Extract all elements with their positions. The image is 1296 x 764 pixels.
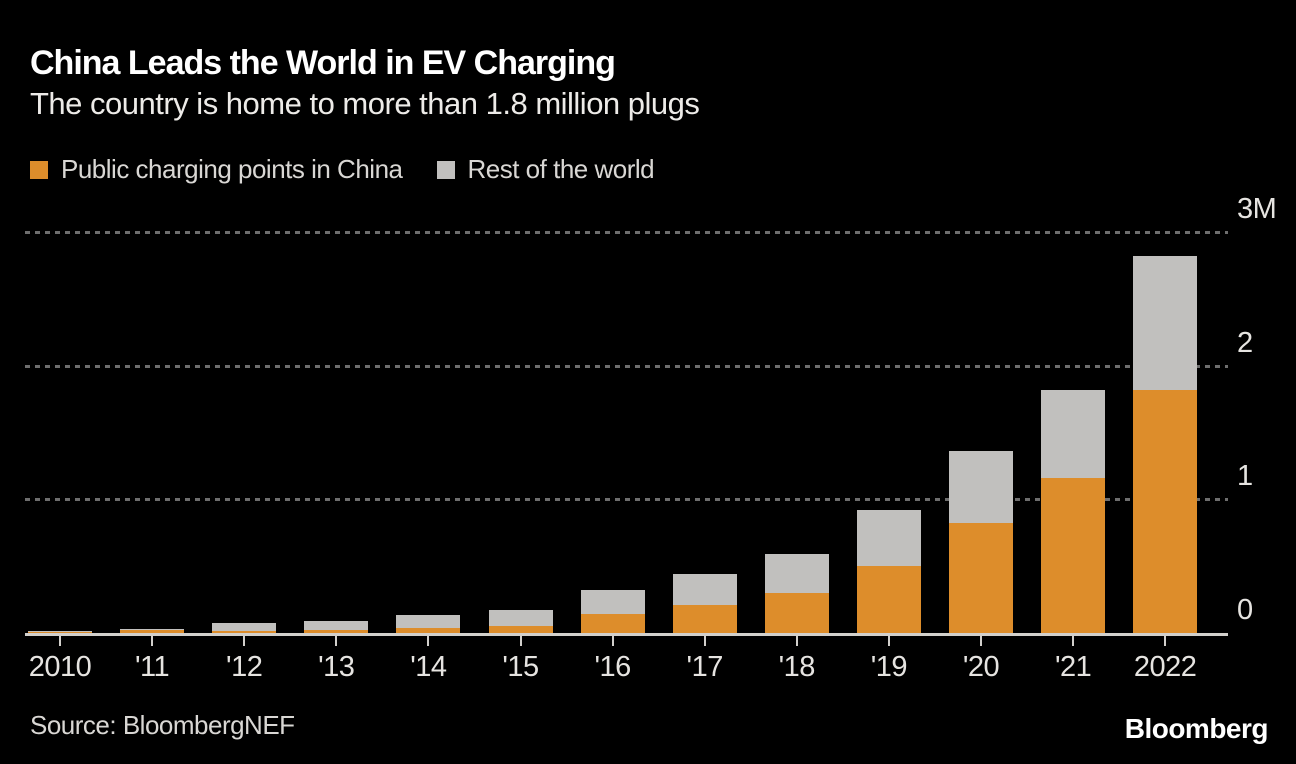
legend-item-rest: Rest of the world	[436, 154, 655, 185]
bar-china-segment	[856, 566, 921, 633]
legend-swatch-china-icon	[30, 160, 48, 179]
x-axis-label: '12	[226, 651, 263, 683]
legend-item-china: Public charging points in China	[30, 154, 403, 185]
x-axis-label: '16	[594, 651, 631, 683]
bar-china-segment	[120, 630, 185, 633]
x-axis-label: '13	[318, 651, 355, 683]
y-axis-label-2: 2	[1237, 326, 1253, 359]
bar-rest-segment	[1041, 389, 1106, 478]
bar-china-segment	[764, 592, 829, 633]
bar-group-16	[580, 590, 645, 633]
x-axis-label: '17	[686, 651, 724, 683]
x-axis-tick	[335, 635, 338, 646]
x-axis-tick	[243, 635, 246, 646]
bar-china-segment	[949, 523, 1013, 633]
x-axis-label: 2010	[28, 651, 92, 683]
x-axis-tick	[1164, 635, 1167, 646]
x-axis-tick	[519, 635, 522, 646]
y-axis-label-1: 1	[1237, 460, 1253, 493]
x-axis-label: '11	[135, 651, 170, 683]
bar-group-12	[212, 622, 277, 633]
bar-china-segment	[672, 604, 737, 633]
bar-group-15	[488, 609, 553, 633]
bar-rest-segment	[304, 621, 369, 631]
bar-china-segment	[1133, 389, 1198, 633]
bar-china-segment	[488, 625, 553, 633]
x-axis-label: '15	[502, 651, 539, 683]
source-note: Source: BloombergNEF	[30, 710, 295, 740]
plot-area: 2010'11'12'13'14'15'16'17'18'19'20'21 202…	[25, 193, 1277, 683]
x-axis-label: '14	[410, 651, 447, 683]
bar-group-21	[1041, 389, 1106, 633]
x-axis-tick	[795, 635, 798, 646]
bloomberg-logo: Bloomberg	[1124, 713, 1269, 744]
bar-rest-segment	[856, 510, 921, 567]
bar-group-13	[304, 621, 369, 633]
bar-rest-segment	[580, 590, 645, 615]
chart-title: China Leads the World in EV Charging	[30, 44, 616, 82]
bar-group-17	[672, 574, 737, 633]
bar-china-segment	[580, 614, 645, 633]
x-axis-label: '19	[870, 651, 908, 683]
bar-rest-segment	[120, 628, 185, 631]
legend-swatch-rest-icon	[436, 160, 455, 179]
bar-group-18	[764, 554, 829, 633]
bar-rest-segment	[949, 451, 1013, 524]
bar-group-19	[856, 510, 921, 633]
y-axis-label-0: 0	[1237, 594, 1253, 626]
bar-group-14	[396, 614, 461, 633]
x-axis-tick	[980, 635, 982, 646]
x-axis-tick	[59, 635, 61, 646]
bar-group-20	[949, 451, 1013, 633]
x-axis-label: '21	[1054, 651, 1092, 683]
y-axis-label-3m: 3M	[1237, 193, 1277, 225]
bar-rest-segment	[764, 554, 829, 593]
bar-rest-segment	[212, 622, 277, 631]
gridline-2m	[25, 364, 1228, 368]
x-axis-label: 2022	[1133, 651, 1197, 683]
bar-rest-segment	[396, 614, 461, 628]
bar-china-segment	[212, 631, 277, 633]
bar-rest-segment	[672, 574, 737, 605]
bar-rest-segment	[488, 609, 553, 626]
x-axis-label: '20	[962, 651, 1000, 683]
gridline-1m	[25, 498, 1228, 502]
bar-group-2010	[28, 630, 92, 633]
bar-group-2022	[1133, 256, 1198, 633]
bar-group-11	[120, 628, 185, 633]
x-axis-tick	[703, 635, 706, 646]
bar-china-segment	[28, 632, 92, 633]
x-axis-tick	[1072, 635, 1075, 646]
bar-china-segment	[304, 630, 369, 633]
x-axis-tick	[427, 635, 430, 646]
legend: Public charging points in China Rest of …	[30, 154, 655, 185]
x-axis-tick	[151, 635, 154, 646]
x-axis-label: '18	[778, 651, 816, 683]
gridline-3m	[25, 231, 1228, 234]
bar-rest-segment	[1133, 256, 1198, 390]
bar-china-segment	[1041, 477, 1106, 633]
legend-label-china: Public charging points in China	[61, 154, 403, 184]
chart-subtitle: The country is home to more than 1.8 mil…	[30, 86, 700, 121]
x-axis-line	[25, 633, 1228, 636]
x-axis-tick	[611, 635, 614, 646]
legend-label-rest: Rest of the world	[467, 154, 655, 184]
x-axis-tick	[887, 635, 890, 646]
bar-rest-segment	[28, 630, 92, 633]
bar-china-segment	[396, 627, 461, 633]
